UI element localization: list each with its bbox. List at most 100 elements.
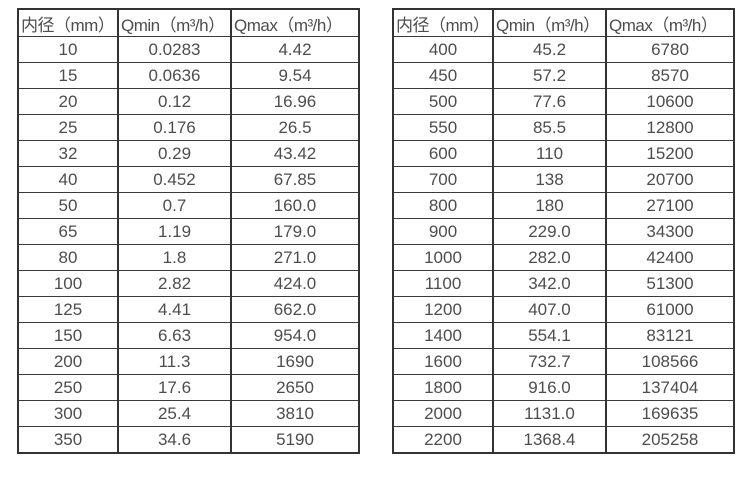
table-cell: 2200	[392, 426, 494, 454]
table-cell: 1000	[392, 244, 494, 271]
table-cell: 250	[17, 374, 119, 401]
table-cell: 282.0	[492, 244, 607, 271]
table-cell: 42400	[605, 244, 735, 271]
table-cell: 16.96	[230, 88, 360, 115]
table-cell: 179.0	[230, 218, 360, 245]
column-header: Qmin（m³/h）	[492, 8, 607, 37]
column-header: Qmax（m³/h）	[230, 8, 360, 37]
table-row: 25 0.176 26.5	[17, 114, 360, 141]
table-row: 10 0.0283 4.42	[17, 36, 360, 63]
table-cell: 25	[17, 114, 119, 141]
table-cell: 229.0	[492, 218, 607, 245]
column-header: 内径（mm）	[17, 8, 119, 37]
table-cell: 350	[17, 426, 119, 454]
table-cell: 11.3	[117, 348, 232, 375]
table-cell: 0.452	[117, 166, 232, 193]
table-cell: 1200	[392, 296, 494, 323]
table-row: 40 0.452 67.85	[17, 166, 360, 193]
table-cell: 150	[17, 322, 119, 349]
table-cell: 5190	[230, 426, 360, 454]
table-row: 32 0.29 43.42	[17, 140, 360, 167]
table-cell: 57.2	[492, 62, 607, 89]
table-cell: 407.0	[492, 296, 607, 323]
table-cell: 34.6	[117, 426, 232, 454]
column-header: Qmax（m³/h）	[605, 8, 735, 37]
table-cell: 10600	[605, 88, 735, 115]
table-cell: 1800	[392, 374, 494, 401]
table-row: 1100 342.0 51300	[392, 270, 735, 297]
table-cell: 0.7	[117, 192, 232, 219]
table-cell: 1690	[230, 348, 360, 375]
table-cell: 26.5	[230, 114, 360, 141]
table-row: 600 110 15200	[392, 140, 735, 167]
table-row: 2200 1368.4 205258	[392, 426, 735, 454]
table-cell: 100	[17, 270, 119, 297]
table-cell: 1.19	[117, 218, 232, 245]
table-row: 350 34.6 5190	[17, 426, 360, 454]
table-cell: 424.0	[230, 270, 360, 297]
table-cell: 800	[392, 192, 494, 219]
table-cell: 2.82	[117, 270, 232, 297]
table-cell: 271.0	[230, 244, 360, 271]
table-cell: 1131.0	[492, 400, 607, 427]
table-row: 1400 554.1 83121	[392, 322, 735, 349]
table-cell: 160.0	[230, 192, 360, 219]
table-cell: 137404	[605, 374, 735, 401]
table-cell: 180	[492, 192, 607, 219]
table-cell: 400	[392, 36, 494, 63]
table-cell: 1100	[392, 270, 494, 297]
table-row: 15 0.0636 9.54	[17, 62, 360, 89]
table-row: 125 4.41 662.0	[17, 296, 360, 323]
table-cell: 8570	[605, 62, 735, 89]
table-cell: 0.12	[117, 88, 232, 115]
table-row: 1600 732.7 108566	[392, 348, 735, 375]
table-cell: 34300	[605, 218, 735, 245]
table-cell: 0.0636	[117, 62, 232, 89]
table-cell: 554.1	[492, 322, 607, 349]
table-cell: 6.63	[117, 322, 232, 349]
table-row: 100 2.82 424.0	[17, 270, 360, 297]
table-cell: 300	[17, 400, 119, 427]
table-cell: 20	[17, 88, 119, 115]
table-cell: 1368.4	[492, 426, 607, 454]
column-header: 内径（mm）	[392, 8, 494, 37]
table-cell: 954.0	[230, 322, 360, 349]
table-row: 800 180 27100	[392, 192, 735, 219]
table-cell: 17.6	[117, 374, 232, 401]
table-cell: 900	[392, 218, 494, 245]
table-cell: 732.7	[492, 348, 607, 375]
table-cell: 500	[392, 88, 494, 115]
table-row: 550 85.5 12800	[392, 114, 735, 141]
table-row: 700 138 20700	[392, 166, 735, 193]
table-cell: 80	[17, 244, 119, 271]
table-cell: 1.8	[117, 244, 232, 271]
table-cell: 27100	[605, 192, 735, 219]
table-row: 250 17.6 2650	[17, 374, 360, 401]
table-row: 20 0.12 16.96	[17, 88, 360, 115]
table-cell: 125	[17, 296, 119, 323]
table-cell: 6780	[605, 36, 735, 63]
table-cell: 342.0	[492, 270, 607, 297]
header-row: 内径（mm） Qmin（m³/h） Qmax（m³/h）	[392, 8, 735, 37]
table-cell: 20700	[605, 166, 735, 193]
table-cell: 110	[492, 140, 607, 167]
table-cell: 0.176	[117, 114, 232, 141]
table-cell: 662.0	[230, 296, 360, 323]
table-cell: 550	[392, 114, 494, 141]
table-row: 300 25.4 3810	[17, 400, 360, 427]
header-row: 内径（mm） Qmin（m³/h） Qmax（m³/h）	[17, 8, 360, 37]
table-row: 80 1.8 271.0	[17, 244, 360, 271]
table-row: 500 77.6 10600	[392, 88, 735, 115]
table-cell: 169635	[605, 400, 735, 427]
table-cell: 9.54	[230, 62, 360, 89]
table-cell: 83121	[605, 322, 735, 349]
table-cell: 600	[392, 140, 494, 167]
table-row: 450 57.2 8570	[392, 62, 735, 89]
table-cell: 67.85	[230, 166, 360, 193]
table-cell: 51300	[605, 270, 735, 297]
table-cell: 61000	[605, 296, 735, 323]
table-cell: 43.42	[230, 140, 360, 167]
table-cell: 0.29	[117, 140, 232, 167]
table-cell: 40	[17, 166, 119, 193]
